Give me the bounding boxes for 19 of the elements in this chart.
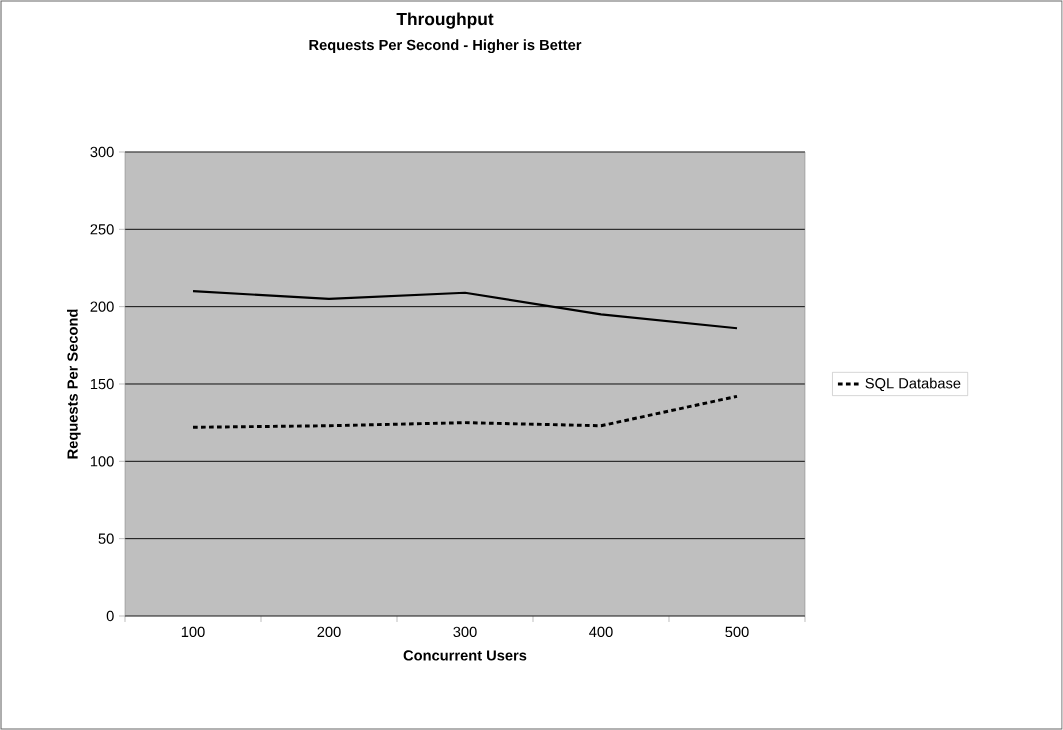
legend-label: SQL Database xyxy=(865,377,961,392)
x-axis-title: Concurrent Users xyxy=(403,650,527,661)
x-tick-label: 200 xyxy=(317,626,341,638)
y-axis-title: Requests Per Second xyxy=(67,309,81,459)
x-tick-label: 500 xyxy=(725,626,749,638)
chart-subtitle: Requests Per Second - Higher is Better xyxy=(309,39,582,54)
y-tick-label: 100 xyxy=(90,456,114,467)
x-tick-label: 100 xyxy=(181,626,205,638)
y-tick-label: 200 xyxy=(90,301,114,312)
chart-title: Throughput xyxy=(396,12,494,29)
y-tick-label: 50 xyxy=(98,533,114,544)
x-tick-label: 300 xyxy=(453,626,477,638)
line-series xyxy=(191,394,739,429)
y-tick-label: 250 xyxy=(90,224,114,235)
x-tick-label: 400 xyxy=(589,626,613,638)
line-series xyxy=(191,290,739,330)
y-tick-label: 0 xyxy=(106,610,114,622)
y-tick-label: 300 xyxy=(90,146,114,158)
y-tick-label: 150 xyxy=(90,378,114,390)
